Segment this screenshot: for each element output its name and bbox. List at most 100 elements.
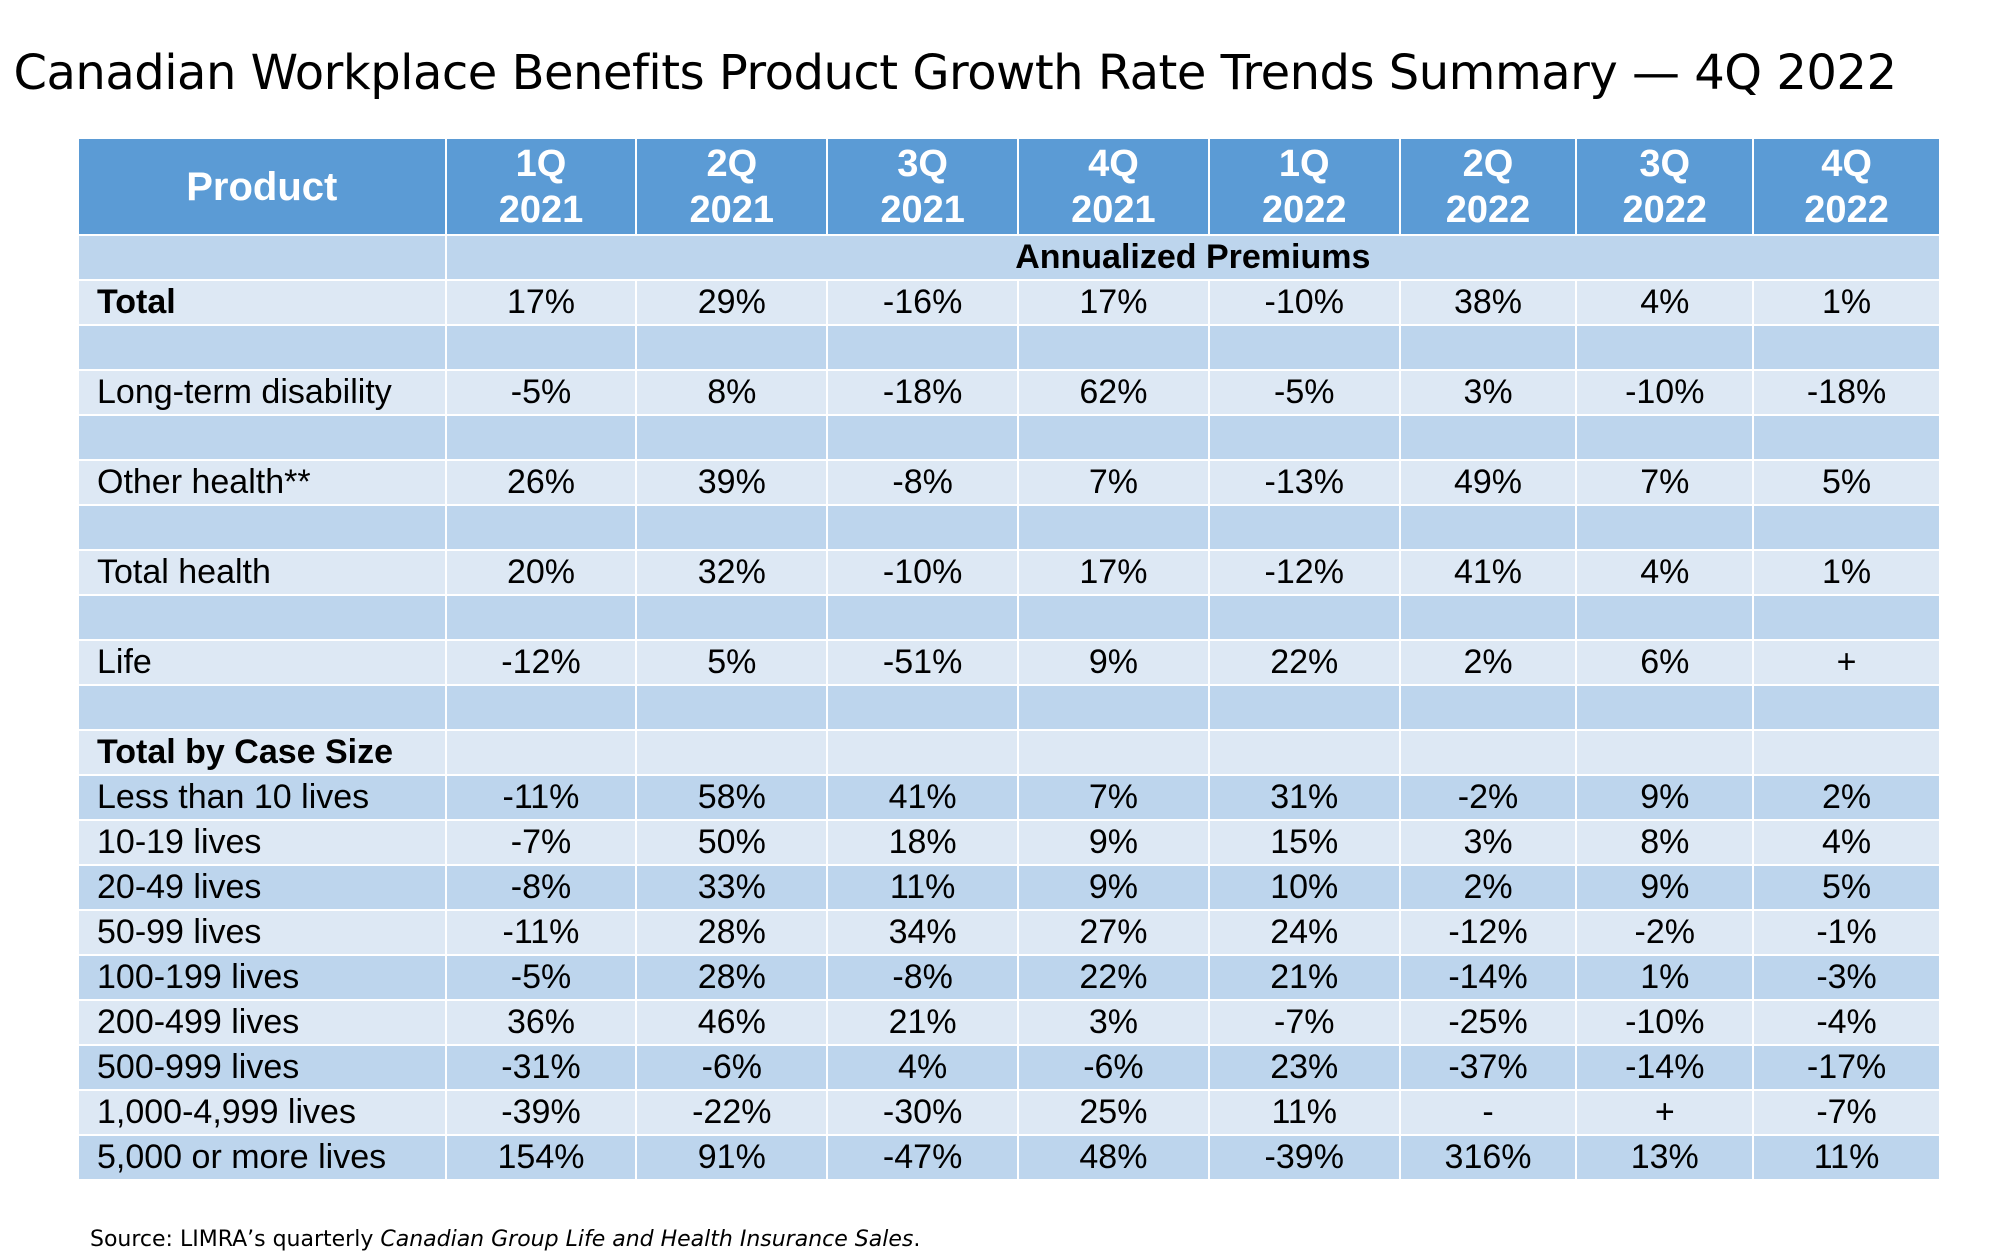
empty-cell xyxy=(826,324,1020,371)
cell-value: -39% xyxy=(444,1089,638,1136)
cell-value: + xyxy=(1752,639,1941,686)
empty-cell xyxy=(444,324,638,371)
cell-value: -4% xyxy=(1752,999,1941,1046)
empty-cell xyxy=(1207,414,1401,461)
table-row: Less than 10 lives -11% 58% 41% 7% 31% -2% 9% 2% xyxy=(77,774,1941,821)
empty-cell xyxy=(826,594,1020,641)
cell-value: -31% xyxy=(444,1044,638,1091)
cell-value: -1% xyxy=(1752,909,1941,956)
cell-value: -7% xyxy=(1207,999,1401,1046)
empty-cell xyxy=(77,414,447,461)
column-header: 2Q 2021 xyxy=(635,137,829,236)
cell-value: -6% xyxy=(635,1044,829,1091)
row-label: 200-499 lives xyxy=(77,999,447,1046)
cell-value: 22% xyxy=(1017,954,1210,1001)
empty-cell xyxy=(1398,729,1578,776)
empty-cell xyxy=(1398,594,1578,641)
empty-cell xyxy=(1575,414,1755,461)
cell-value: -10% xyxy=(1575,369,1755,416)
cell-value: -5% xyxy=(444,369,638,416)
column-header: 1Q 2022 xyxy=(1207,137,1401,236)
cell-value: 91% xyxy=(635,1134,829,1181)
empty-cell xyxy=(826,414,1020,461)
empty-cell xyxy=(77,504,447,551)
table-row: 5,000 or more lives 154% 91% -47% 48% -39% 316… xyxy=(77,1134,1941,1181)
cell-value: 25% xyxy=(1017,1089,1210,1136)
row-label: 5,000 or more lives xyxy=(77,1134,447,1181)
empty-cell xyxy=(1207,684,1401,731)
cell-value: 1% xyxy=(1575,954,1755,1001)
cell-value: 29% xyxy=(635,279,829,326)
empty-cell xyxy=(1752,729,1941,776)
cell-value: -12% xyxy=(1207,549,1401,596)
cell-value: -16% xyxy=(826,279,1020,326)
empty-cell xyxy=(1752,684,1941,731)
cell-value: 28% xyxy=(635,954,829,1001)
cell-value: 24% xyxy=(1207,909,1401,956)
cell-value: -6% xyxy=(1017,1044,1210,1091)
cell-value: 5% xyxy=(635,639,829,686)
cell-value: 316% xyxy=(1398,1134,1578,1181)
empty-cell xyxy=(1575,324,1755,371)
empty-cell xyxy=(1752,414,1941,461)
cell-value: 9% xyxy=(1575,774,1755,821)
cell-value: 3% xyxy=(1398,369,1578,416)
empty-cell xyxy=(635,594,829,641)
cell-value: 20% xyxy=(444,549,638,596)
empty-cell xyxy=(1752,504,1941,551)
empty-cell xyxy=(1017,729,1210,776)
empty-cell xyxy=(444,729,638,776)
cell-value: -25% xyxy=(1398,999,1578,1046)
source-note: Source: LIMRA’s quarterly Canadian Group… xyxy=(90,1227,921,1252)
row-label: Life xyxy=(77,639,447,686)
table-row: Life -12% 5% -51% 9% 22% 2% 6% + xyxy=(77,639,1941,686)
table-row: Long-term disability -5% 8% -18% 62% -5% 3% -10… xyxy=(77,369,1941,416)
table-row: 20-49 lives -8% 33% 11% 9% 10% 2% 9% 5% xyxy=(77,864,1941,911)
spacer-row xyxy=(77,594,1941,641)
empty-cell xyxy=(1207,324,1401,371)
empty-cell xyxy=(826,684,1020,731)
cell-value: 41% xyxy=(826,774,1020,821)
cell-value: -18% xyxy=(1752,369,1941,416)
cell-value: 15% xyxy=(1207,819,1401,866)
cell-value: 6% xyxy=(1575,639,1755,686)
cell-value: 8% xyxy=(1575,819,1755,866)
row-label: 1,000-4,999 lives xyxy=(77,1089,447,1136)
case-size-header-row: Total by Case Size xyxy=(77,729,1941,776)
growth-rate-table: Product 1Q 2021 2Q 2021 3Q 2021 4Q 2021 1Q 20… xyxy=(77,137,1942,1181)
cell-value: 4% xyxy=(1575,279,1755,326)
table-row: 50-99 lives -11% 28% 34% 27% 24% -12% -2% -1% xyxy=(77,909,1941,956)
cell-value: 18% xyxy=(826,819,1020,866)
empty-cell xyxy=(1575,504,1755,551)
column-header: 4Q 2021 xyxy=(1017,137,1210,236)
cell-value: 38% xyxy=(1398,279,1578,326)
cell-value: 39% xyxy=(635,459,829,506)
cell-value: 21% xyxy=(1207,954,1401,1001)
empty-cell xyxy=(1398,684,1578,731)
cell-value: 4% xyxy=(1575,549,1755,596)
row-label: Total xyxy=(77,279,447,326)
empty-cell xyxy=(635,504,829,551)
cell-value: -47% xyxy=(826,1134,1020,1181)
cell-value: 9% xyxy=(1575,864,1755,911)
cell-value: -11% xyxy=(444,909,638,956)
cell-value: 11% xyxy=(826,864,1020,911)
cell-value: 28% xyxy=(635,909,829,956)
spacer-row xyxy=(77,324,1941,371)
cell-value: -14% xyxy=(1398,954,1578,1001)
cell-value: 1% xyxy=(1752,279,1941,326)
cell-value: -13% xyxy=(1207,459,1401,506)
cell-value: -3% xyxy=(1752,954,1941,1001)
cell-value: 32% xyxy=(635,549,829,596)
cell-value: -22% xyxy=(635,1089,829,1136)
cell-value: 5% xyxy=(1752,864,1941,911)
column-header: 4Q 2022 xyxy=(1752,137,1941,236)
empty-cell xyxy=(1398,414,1578,461)
cell-value: 17% xyxy=(1017,549,1210,596)
table-row: 200-499 lives 36% 46% 21% 3% -7% -25% -10% -4% xyxy=(77,999,1941,1046)
cell-value: 7% xyxy=(1017,774,1210,821)
empty-cell xyxy=(1752,324,1941,371)
empty-cell xyxy=(444,504,638,551)
cell-value: -2% xyxy=(1575,909,1755,956)
cell-value: -51% xyxy=(826,639,1020,686)
